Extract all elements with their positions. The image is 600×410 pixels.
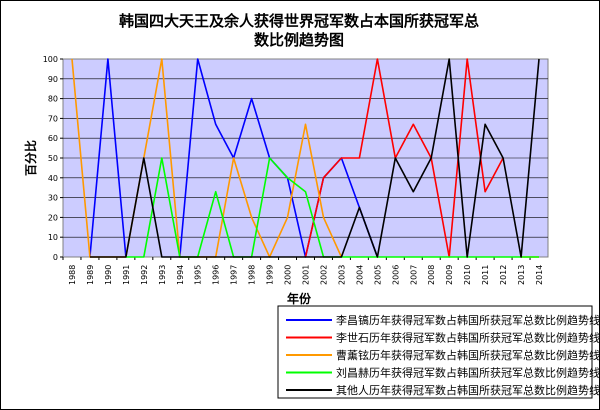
series-line-0	[89, 58, 127, 258]
x-tick-label: 1994	[176, 265, 185, 285]
legend-box	[277, 305, 593, 399]
y-tick-label: 80	[48, 95, 58, 104]
x-tick-label: 1988	[68, 265, 77, 285]
x-tick-label: 1989	[86, 265, 95, 285]
y-tick-label: 70	[48, 114, 58, 123]
series-line-4	[89, 58, 540, 258]
x-axis-label: 年份	[287, 291, 312, 306]
x-tick-label: 1996	[212, 265, 221, 285]
legend-label-4: 其他人历年获得冠军数占韩国所获冠军总数比例趋势线	[336, 383, 599, 397]
y-tick-label: 10	[48, 233, 58, 242]
x-tick-label: 2014	[535, 265, 544, 285]
x-tick-label: 2001	[302, 265, 311, 285]
x-tick-label: 2008	[427, 265, 436, 285]
x-tick-label: 1990	[104, 265, 113, 285]
legend-label-2: 曹薰铉历年获得冠军数占韩国所获冠军总数比例趋势线	[336, 348, 599, 362]
x-tick-label: 2000	[284, 265, 293, 285]
x-tick-label: 2003	[337, 265, 346, 285]
y-tick-label: 0	[53, 253, 58, 262]
y-tick-label: 60	[48, 134, 58, 143]
x-tick-label: 2002	[319, 265, 328, 285]
x-tick-label: 2004	[355, 265, 364, 285]
series-line-1	[304, 58, 504, 258]
chart-title-line-2: 数比例趋势图	[254, 31, 344, 49]
x-tick-label: 2011	[481, 265, 490, 285]
x-tick-label: 1997	[230, 265, 239, 285]
x-tick-label: 1998	[248, 265, 257, 285]
x-tick-label: 1995	[194, 265, 203, 285]
x-tick-label: 2010	[463, 265, 472, 285]
legend-label-3: 刘昌赫历年获得冠军数占韩国所获冠军总数比例趋势线	[336, 366, 599, 380]
x-tick-label: 2012	[499, 265, 508, 285]
x-tick-label: 1991	[122, 265, 131, 285]
legend-label-0: 李昌镐历年获得冠军数占韩国所获冠军总数比例趋势线	[336, 313, 599, 327]
y-axis-ticks: 0 10 20 30 40 50 60 70 80 90 100	[43, 55, 63, 262]
x-tick-label: 2005	[373, 265, 382, 285]
chart-title-line-1: 韩国四大天王及余人获得世界冠军数占本国所获冠军总	[119, 12, 479, 30]
y-axis-label: 百分比	[23, 140, 38, 176]
series-lines	[71, 58, 540, 258]
y-tick-label: 50	[48, 154, 58, 163]
x-tick-label: 2013	[517, 265, 526, 285]
gridlines	[63, 78, 548, 238]
x-axis-ticks: 1988 1989 1990 1991 1992 1993 1994 1995 1996 1997…	[62, 257, 544, 285]
y-tick-label: 40	[48, 174, 58, 183]
x-tick-label: 2007	[409, 265, 418, 285]
y-tick-label: 30	[48, 194, 58, 203]
legend: 李昌镐历年获得冠军数占韩国所获冠军总数比例趋势线李世石历年获得冠军数占韩国所获冠…	[286, 313, 599, 397]
x-tick-label: 1999	[266, 265, 275, 285]
legend-label-1: 李世石历年获得冠军数占韩国所获冠军总数比例趋势线	[336, 331, 599, 345]
y-tick-label: 100	[43, 55, 58, 64]
x-tick-label: 1993	[158, 265, 167, 285]
x-tick-label: 1992	[140, 265, 149, 285]
y-tick-label: 20	[48, 213, 58, 222]
x-tick-label: 2009	[445, 265, 454, 285]
x-tick-label: 2006	[391, 265, 400, 285]
y-tick-label: 90	[48, 75, 58, 84]
